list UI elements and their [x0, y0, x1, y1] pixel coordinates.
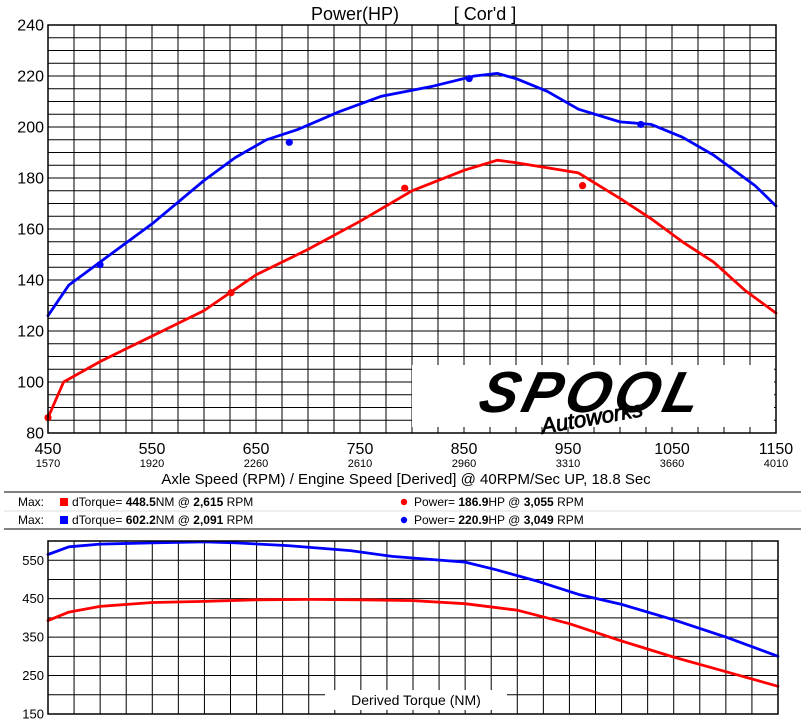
y-tick-label: 140: [17, 273, 44, 290]
y-tick-label: 150: [22, 707, 44, 722]
x-tick-label-engine: 1920: [140, 458, 164, 470]
y-tick-label: 180: [17, 171, 44, 188]
legend-row-red: Max: dTorque= 448.5NM @ 2,615 RPM Power=…: [18, 495, 584, 509]
series-marker: [465, 74, 473, 83]
chart-title: Power(HP): [311, 4, 399, 24]
legend-swatch-red: [60, 498, 68, 506]
x-tick-label-engine: 4010: [764, 458, 788, 470]
x-tick-label-engine: 1570: [36, 458, 60, 470]
legend-power-red: Power= 186.9HP @ 3,055 RPM: [414, 495, 584, 509]
y-tick-label: 80: [26, 426, 44, 443]
torque-chart-label: Derived Torque (NM): [351, 692, 481, 708]
series-marker: [227, 289, 235, 297]
x-tick-label: 650: [243, 441, 270, 458]
series-marker: [637, 120, 645, 129]
torque-chart: 150 250 350 450 550 Derived Torque (NM): [22, 540, 780, 722]
x-axis-caption: Axle Speed (RPM) / Engine Speed [Derived…: [161, 471, 651, 488]
legend-power-blue: Power= 220.9HP @ 3,049 RPM: [414, 513, 584, 527]
x-tick-label-engine: 2260: [244, 458, 268, 470]
power-series: [44, 72, 778, 422]
spool-logo: SPOOL Autoworks: [412, 361, 774, 439]
legend-torque-red: dTorque= 448.5NM @ 2,615 RPM: [72, 495, 253, 509]
legend-dot-blue: [400, 516, 408, 524]
legend-max-label: Max:: [18, 513, 44, 527]
series-line: [46, 540, 780, 658]
series-marker: [401, 184, 409, 192]
power-x-ticks-engine: 1570 1920 2260 2610 2960 3310 3660 4010: [36, 458, 788, 470]
y-tick-label: 550: [22, 553, 44, 568]
logo-wordmark: SPOOL: [473, 361, 712, 425]
y-tick-label: 450: [22, 591, 44, 606]
series-marker: [285, 138, 293, 146]
torque-y-ticks: 150 250 350 450 550: [22, 553, 44, 722]
legend-torque-blue: dTorque= 602.2NM @ 2,091 RPM: [72, 513, 253, 527]
x-tick-label: 550: [139, 441, 166, 458]
legend-row-blue: Max: dTorque= 602.2NM @ 2,091 RPM Power=…: [18, 513, 584, 527]
legend-swatch-blue: [60, 516, 68, 524]
x-tick-label: 1150: [759, 441, 794, 458]
x-tick-label: 750: [347, 441, 374, 458]
y-tick-label: 120: [17, 324, 44, 341]
x-tick-label: 1050: [654, 441, 690, 458]
legend-dot-red: [400, 498, 408, 506]
chart-subtitle: [ Cor'd ]: [454, 4, 516, 24]
power-plot-frame: [47, 24, 777, 434]
power-chart: Power(HP) [ Cor'd ] SPOOL Autoworks 80 10…: [17, 4, 793, 488]
series-line: [46, 598, 780, 688]
series-line: [46, 158, 778, 420]
torque-label-box: [325, 690, 507, 710]
y-tick-label: 240: [17, 18, 44, 35]
x-tick-label: 450: [35, 441, 62, 458]
power-x-ticks: 450 550 650 750 850 950 1050 1150: [35, 441, 794, 458]
x-tick-label-engine: 3660: [660, 458, 684, 470]
torque-gridlines: [48, 541, 778, 714]
series-line: [46, 72, 778, 318]
y-tick-label: 160: [17, 222, 44, 239]
x-tick-label: 850: [451, 441, 478, 458]
x-tick-label-engine: 3310: [556, 458, 580, 470]
y-tick-label: 220: [17, 69, 44, 86]
y-tick-label: 200: [17, 120, 44, 137]
torque-plot-frame: [47, 540, 779, 715]
power-y-ticks: 80 100 120 140 160 180 200 220 240: [17, 18, 44, 443]
x-tick-label: 950: [555, 441, 582, 458]
legend-max-label: Max:: [18, 495, 44, 509]
torque-series: [46, 540, 780, 688]
series-marker: [578, 182, 587, 190]
series-marker: [96, 261, 104, 269]
y-tick-label: 350: [22, 630, 44, 645]
x-tick-label-engine: 2960: [452, 458, 476, 470]
x-tick-label-engine: 2610: [348, 458, 372, 470]
y-tick-label: 250: [22, 668, 44, 683]
max-legend: Max: dTorque= 448.5NM @ 2,615 RPM Power=…: [4, 491, 801, 530]
y-tick-label: 100: [17, 375, 44, 392]
